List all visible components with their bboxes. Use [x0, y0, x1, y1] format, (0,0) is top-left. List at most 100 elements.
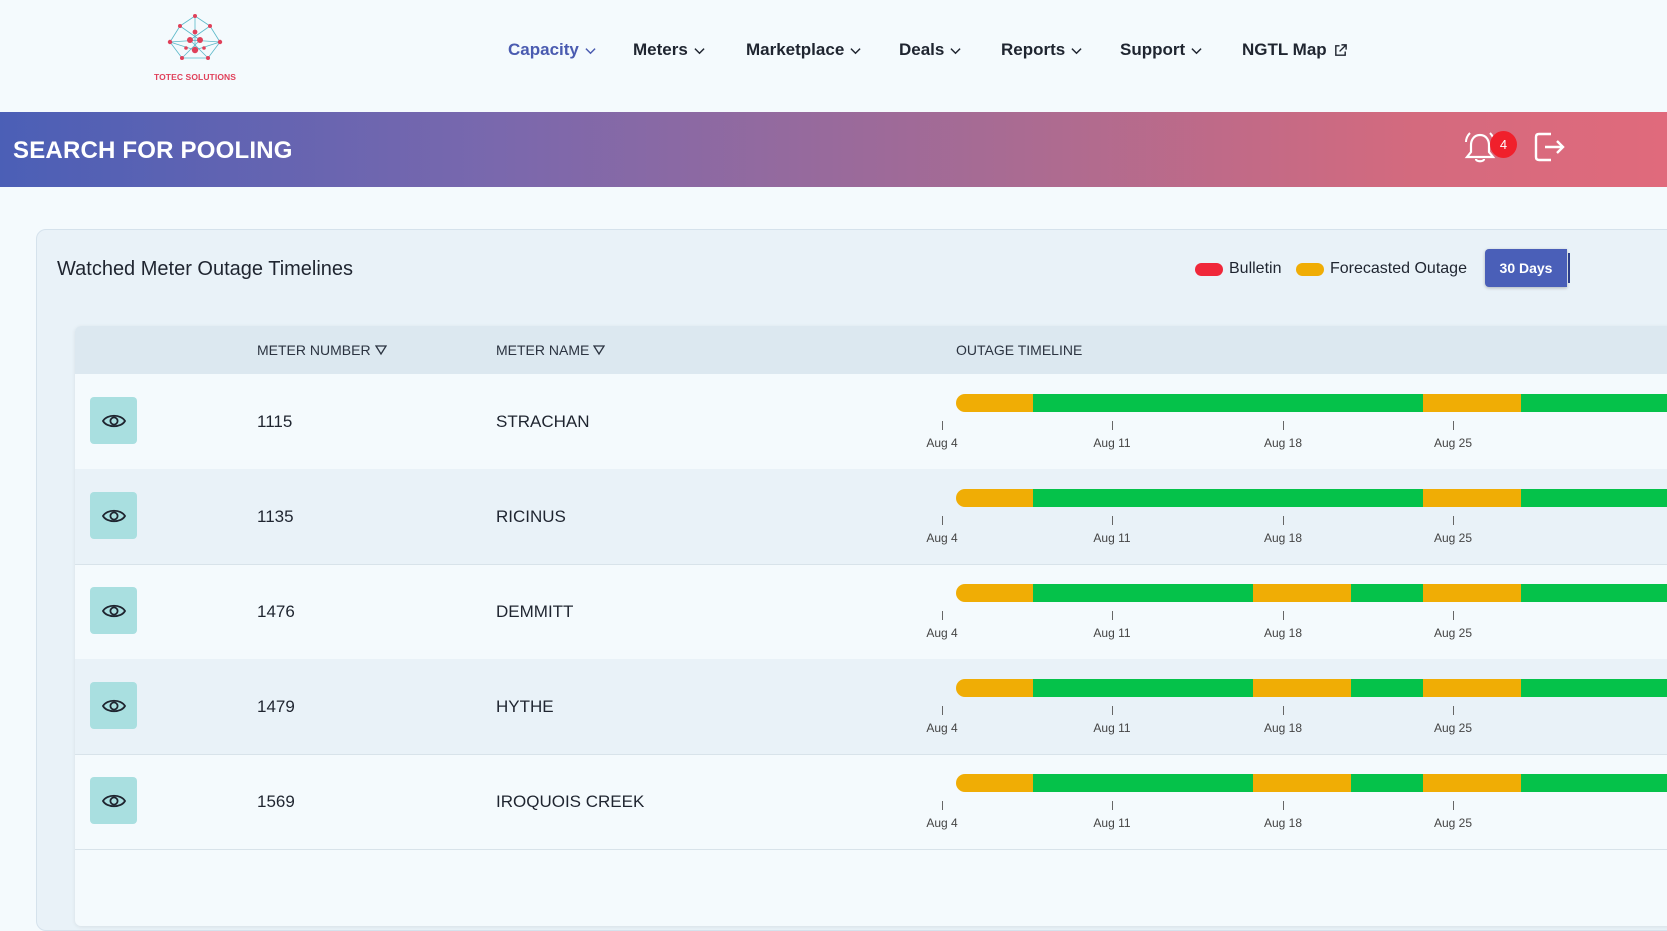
meter-name: IROQUOIS CREEK: [496, 792, 645, 811]
col-outage-timeline: OUTAGE TIMELINE: [956, 342, 1082, 358]
network-logo-icon: [167, 14, 223, 60]
watch-button[interactable]: [90, 777, 137, 824]
eye-icon: [101, 414, 126, 427]
page-title: SEARCH FOR POOLING: [13, 137, 293, 164]
timeline-tick: [942, 516, 943, 525]
meter-number: 1476: [257, 602, 295, 621]
timeline-tick: [942, 706, 943, 715]
timeline-tick: [1453, 801, 1454, 810]
nav-capacity[interactable]: Capacity: [508, 40, 596, 60]
top-navigation: TOTEC SOLUTIONS Capacity Meters Marketpl…: [0, 0, 1667, 112]
timeline-tick-label: Aug 11: [1093, 816, 1131, 830]
outage-timeline-bar: [956, 679, 1667, 697]
external-link-icon: [1334, 43, 1347, 56]
timeline-segment-forecasted-outage: [956, 489, 1033, 507]
timeline-tick: [1283, 801, 1284, 810]
bulletin-swatch: [1195, 262, 1223, 276]
forecast-swatch: [1296, 262, 1324, 276]
timeline-tick-label: Aug 11: [1093, 626, 1131, 640]
timeline-tick-label: Aug 25: [1433, 531, 1473, 545]
nav-ngtl-map[interactable]: NGTL Map: [1242, 40, 1348, 60]
filter-icon[interactable]: [374, 344, 387, 356]
nav-label: Reports: [1001, 40, 1066, 59]
timeline-segment-available: [1351, 679, 1423, 697]
timeline-tick-label: Aug 11: [1093, 721, 1131, 735]
watch-button[interactable]: [90, 492, 137, 539]
timeline-segment-available: [1033, 584, 1253, 602]
legend-label: Bulletin: [1229, 260, 1282, 277]
watch-button[interactable]: [90, 587, 137, 634]
watch-button[interactable]: [90, 397, 137, 444]
timeline-segment-available: [1033, 679, 1253, 697]
col-meter-name[interactable]: METER NAME: [496, 342, 606, 358]
eye-icon: [101, 699, 126, 712]
table-row: 1569 IROQUOIS CREEK Aug 4 Aug 11 Aug 18 Aug 2…: [75, 754, 1667, 850]
meter-name: RICINUS: [496, 507, 566, 526]
totec-logo[interactable]: TOTEC SOLUTIONS: [150, 10, 240, 86]
legend-label: Forecasted Outage: [1330, 260, 1467, 277]
chevron-down-icon: [585, 47, 596, 54]
timeline-segment-available: [1521, 774, 1667, 792]
timeline-segment-forecasted-outage: [1423, 489, 1521, 507]
timeline-tick: [1283, 611, 1284, 620]
brand-name: TOTEC SOLUTIONS: [153, 72, 237, 82]
nav-label: NGTL Map: [1242, 40, 1327, 59]
meters-table: METER NUMBER METER NAME OUTAGE TIMELINE …: [75, 326, 1667, 926]
card-title: Watched Meter Outage Timelines: [57, 258, 354, 280]
legend-forecasted-outage: Forecasted Outage: [1296, 260, 1467, 278]
nav-meters[interactable]: Meters: [633, 40, 705, 60]
chevron-down-icon: [694, 47, 705, 54]
timeline-segment-forecasted-outage: [956, 584, 1033, 602]
timeline-segment-available: [1033, 774, 1253, 792]
timeline-tick-label: Aug 11: [1093, 436, 1131, 450]
timeline-segment-forecasted-outage: [1423, 584, 1521, 602]
timeline-segment-available: [1521, 489, 1667, 507]
timeline-tick-label: Aug 4: [926, 436, 958, 450]
filter-icon[interactable]: [593, 344, 606, 356]
timeline-tick-label: Aug 25: [1433, 721, 1473, 735]
nav-deals[interactable]: Deals: [899, 40, 961, 60]
chevron-down-icon: [1191, 47, 1202, 54]
watch-button[interactable]: [90, 682, 137, 729]
range-30-days-button[interactable]: 30 Days: [1485, 249, 1570, 287]
timeline-tick-label: Aug 25: [1433, 816, 1473, 830]
timeline-tick: [1283, 421, 1284, 430]
nav-label: Marketplace: [746, 40, 845, 59]
timeline-segment-forecasted-outage: [956, 394, 1033, 412]
table-row: 1115 STRACHAN Aug 4 Aug 11 Aug 18 Aug 25: [75, 374, 1667, 470]
timeline-segment-available: [1521, 584, 1667, 602]
timeline-tick: [1453, 421, 1454, 430]
timeline-segment-forecasted-outage: [956, 774, 1033, 792]
timeline-tick-label: Aug 18: [1263, 816, 1303, 830]
timeline-tick: [1453, 706, 1454, 715]
timeline-tick-label: Aug 18: [1263, 436, 1303, 450]
eye-icon: [101, 794, 126, 807]
timeline-segment-forecasted-outage: [1423, 774, 1521, 792]
timeline-tick: [942, 421, 943, 430]
nav-label: Support: [1120, 40, 1186, 59]
outage-timeline-bar: [956, 489, 1667, 507]
nav-reports[interactable]: Reports: [1001, 40, 1082, 60]
timeline-tick: [1112, 516, 1113, 525]
timeline-segment-forecasted-outage: [1423, 394, 1521, 412]
chevron-down-icon: [850, 47, 861, 54]
chevron-down-icon: [1071, 47, 1082, 54]
timeline-tick: [942, 611, 943, 620]
timeline-segment-available: [1351, 774, 1423, 792]
timeline-tick-label: Aug 4: [926, 531, 958, 545]
table-row: 1135 RICINUS Aug 4 Aug 11 Aug 18 Aug 25: [75, 469, 1667, 565]
notification-badge: 4: [1490, 131, 1517, 158]
logout-icon[interactable]: [1531, 130, 1565, 164]
timeline-tick-label: Aug 4: [926, 626, 958, 640]
timeline-tick-label: Aug 18: [1263, 531, 1303, 545]
timeline-tick-label: Aug 11: [1093, 531, 1131, 545]
nav-label: Meters: [633, 40, 688, 59]
timeline-tick-label: Aug 18: [1263, 626, 1303, 640]
nav-label: Deals: [899, 40, 945, 59]
nav-marketplace[interactable]: Marketplace: [746, 40, 861, 60]
timeline-segment-forecasted-outage: [1253, 774, 1351, 792]
timeline-segment-available: [1033, 489, 1423, 507]
nav-support[interactable]: Support: [1120, 40, 1202, 60]
eye-icon: [101, 604, 126, 617]
col-meter-number[interactable]: METER NUMBER: [257, 342, 387, 358]
